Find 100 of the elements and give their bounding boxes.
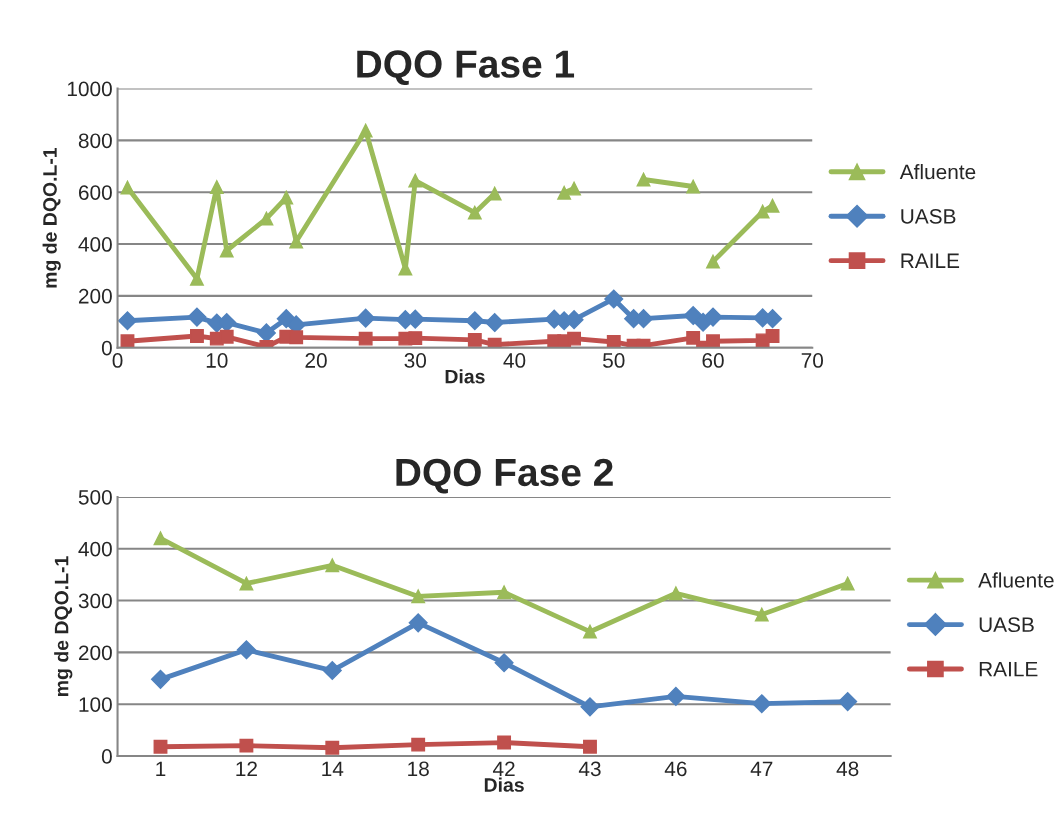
point — [686, 179, 701, 194]
x-tick-label: 14 — [322, 761, 344, 776]
y-axis-title: mg de DQO.L-1 — [54, 556, 73, 696]
point — [752, 694, 772, 714]
y-tick-label: 400 — [78, 541, 112, 557]
legend-label: RAILE — [901, 253, 960, 268]
point — [497, 585, 512, 600]
x-tick-label: 46 — [664, 761, 687, 777]
x-tick-label: 10 — [206, 353, 228, 368]
point — [557, 185, 572, 200]
x-tick-label: 70 — [801, 353, 824, 368]
point — [120, 334, 135, 348]
point — [408, 613, 428, 633]
point — [485, 313, 505, 333]
point — [636, 172, 651, 187]
point — [153, 531, 168, 546]
point — [683, 306, 703, 326]
x-tick-label: 40 — [503, 353, 526, 368]
x-axis-title: Dias — [484, 777, 524, 792]
point — [209, 180, 224, 194]
point — [239, 576, 254, 591]
point — [583, 739, 597, 754]
chart-title: DQO Fase 1 — [357, 50, 575, 86]
point — [755, 204, 770, 219]
point — [666, 686, 686, 706]
point — [358, 123, 373, 138]
point — [706, 254, 720, 269]
x-tick-label: 50 — [603, 353, 625, 368]
point — [279, 190, 294, 205]
point — [497, 735, 512, 750]
y-tick-label: 0 — [101, 340, 112, 356]
point — [487, 186, 502, 201]
point — [325, 740, 340, 755]
legend-label: Afluente — [978, 572, 1054, 588]
point — [703, 307, 723, 327]
y-tick-label: 600 — [78, 185, 112, 200]
y-axis-title: mg de DQO.L-1 — [42, 147, 61, 288]
point — [236, 640, 256, 660]
point — [187, 307, 207, 327]
point — [256, 323, 276, 343]
point — [189, 329, 204, 343]
point — [583, 624, 597, 639]
point — [604, 289, 624, 309]
point — [219, 243, 234, 258]
point — [289, 330, 304, 345]
point — [567, 181, 582, 196]
point — [567, 331, 582, 346]
point — [325, 558, 340, 573]
point — [411, 589, 426, 604]
point — [606, 335, 621, 348]
y-tick-label: 1000 — [67, 81, 112, 97]
point — [408, 331, 423, 346]
x-tick-label: 42 — [492, 761, 515, 776]
point — [239, 738, 254, 753]
x-tick-label: 20 — [305, 353, 327, 368]
point — [706, 334, 720, 348]
x-tick-label: 47 — [750, 761, 773, 776]
point — [408, 173, 423, 188]
x-tick-label: 48 — [836, 761, 859, 777]
point — [153, 739, 168, 754]
legend-label: RAILE — [979, 661, 1038, 677]
point — [467, 205, 482, 220]
x-tick-label: 18 — [408, 761, 429, 777]
x-tick-label: 12 — [236, 761, 257, 776]
point — [150, 669, 171, 689]
point — [356, 308, 376, 328]
legend-label: UASB — [901, 208, 956, 224]
point — [754, 607, 769, 622]
y-tick-label: 200 — [78, 645, 112, 661]
point — [838, 692, 858, 712]
point — [120, 180, 135, 195]
point — [494, 653, 514, 673]
y-tick-label: 800 — [78, 133, 112, 149]
point — [117, 311, 138, 331]
point — [411, 737, 426, 752]
y-tick-label: 500 — [78, 489, 112, 505]
point — [686, 330, 701, 345]
x-tick-label: 0 — [112, 353, 123, 368]
y-tick-label: 200 — [78, 288, 112, 304]
y-tick-label: 300 — [78, 593, 112, 609]
y-tick-label: 400 — [78, 237, 112, 252]
x-tick-label: 60 — [702, 353, 724, 368]
chart-title: DQO Fase 2 — [396, 458, 613, 494]
point — [465, 311, 485, 331]
x-tick-label: 43 — [578, 761, 601, 777]
point — [765, 198, 780, 213]
legend-label: Afluente — [899, 163, 976, 180]
point — [840, 576, 855, 591]
x-tick-label: 30 — [404, 353, 427, 368]
point — [259, 211, 274, 226]
legend-label: UASB — [979, 617, 1034, 633]
point — [467, 332, 482, 347]
point — [322, 660, 342, 681]
x-axis-title: Dias — [445, 369, 485, 384]
point — [580, 697, 600, 717]
y-tick-label: 0 — [101, 749, 112, 764]
point — [219, 329, 234, 344]
y-tick-label: 100 — [79, 697, 112, 712]
point — [358, 331, 373, 346]
point — [668, 586, 683, 601]
